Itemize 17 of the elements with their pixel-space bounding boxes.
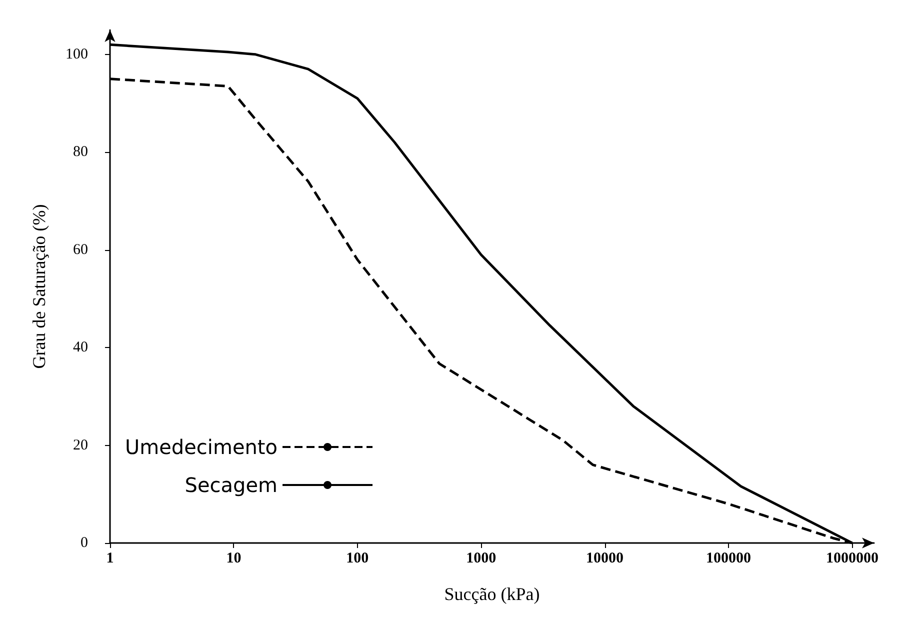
x-tick-label: 1000 — [466, 550, 496, 566]
x-tick-label: 1 — [106, 550, 114, 566]
x-axis-title: Sucção (kPa) — [444, 584, 540, 604]
legend-label: Umedecimento — [124, 435, 278, 459]
x-tick-label: 1000000 — [826, 550, 878, 566]
x-tick-label: 100000 — [706, 550, 752, 566]
y-tick-label: 0 — [80, 535, 88, 551]
y-tick-label: 60 — [73, 242, 88, 258]
y-tick-label: 80 — [73, 144, 88, 160]
y-tick-label: 40 — [73, 340, 88, 356]
legend-label: Secagem — [184, 473, 278, 497]
y-tick-label: 100 — [66, 46, 88, 62]
x-tick-label: 100 — [346, 550, 369, 566]
y-tick-label: 20 — [73, 437, 88, 454]
x-tick-label: 10000 — [586, 550, 624, 566]
y-axis-title: Grau de Saturação (%) — [29, 204, 49, 369]
x-tick-label: 10 — [226, 550, 242, 566]
